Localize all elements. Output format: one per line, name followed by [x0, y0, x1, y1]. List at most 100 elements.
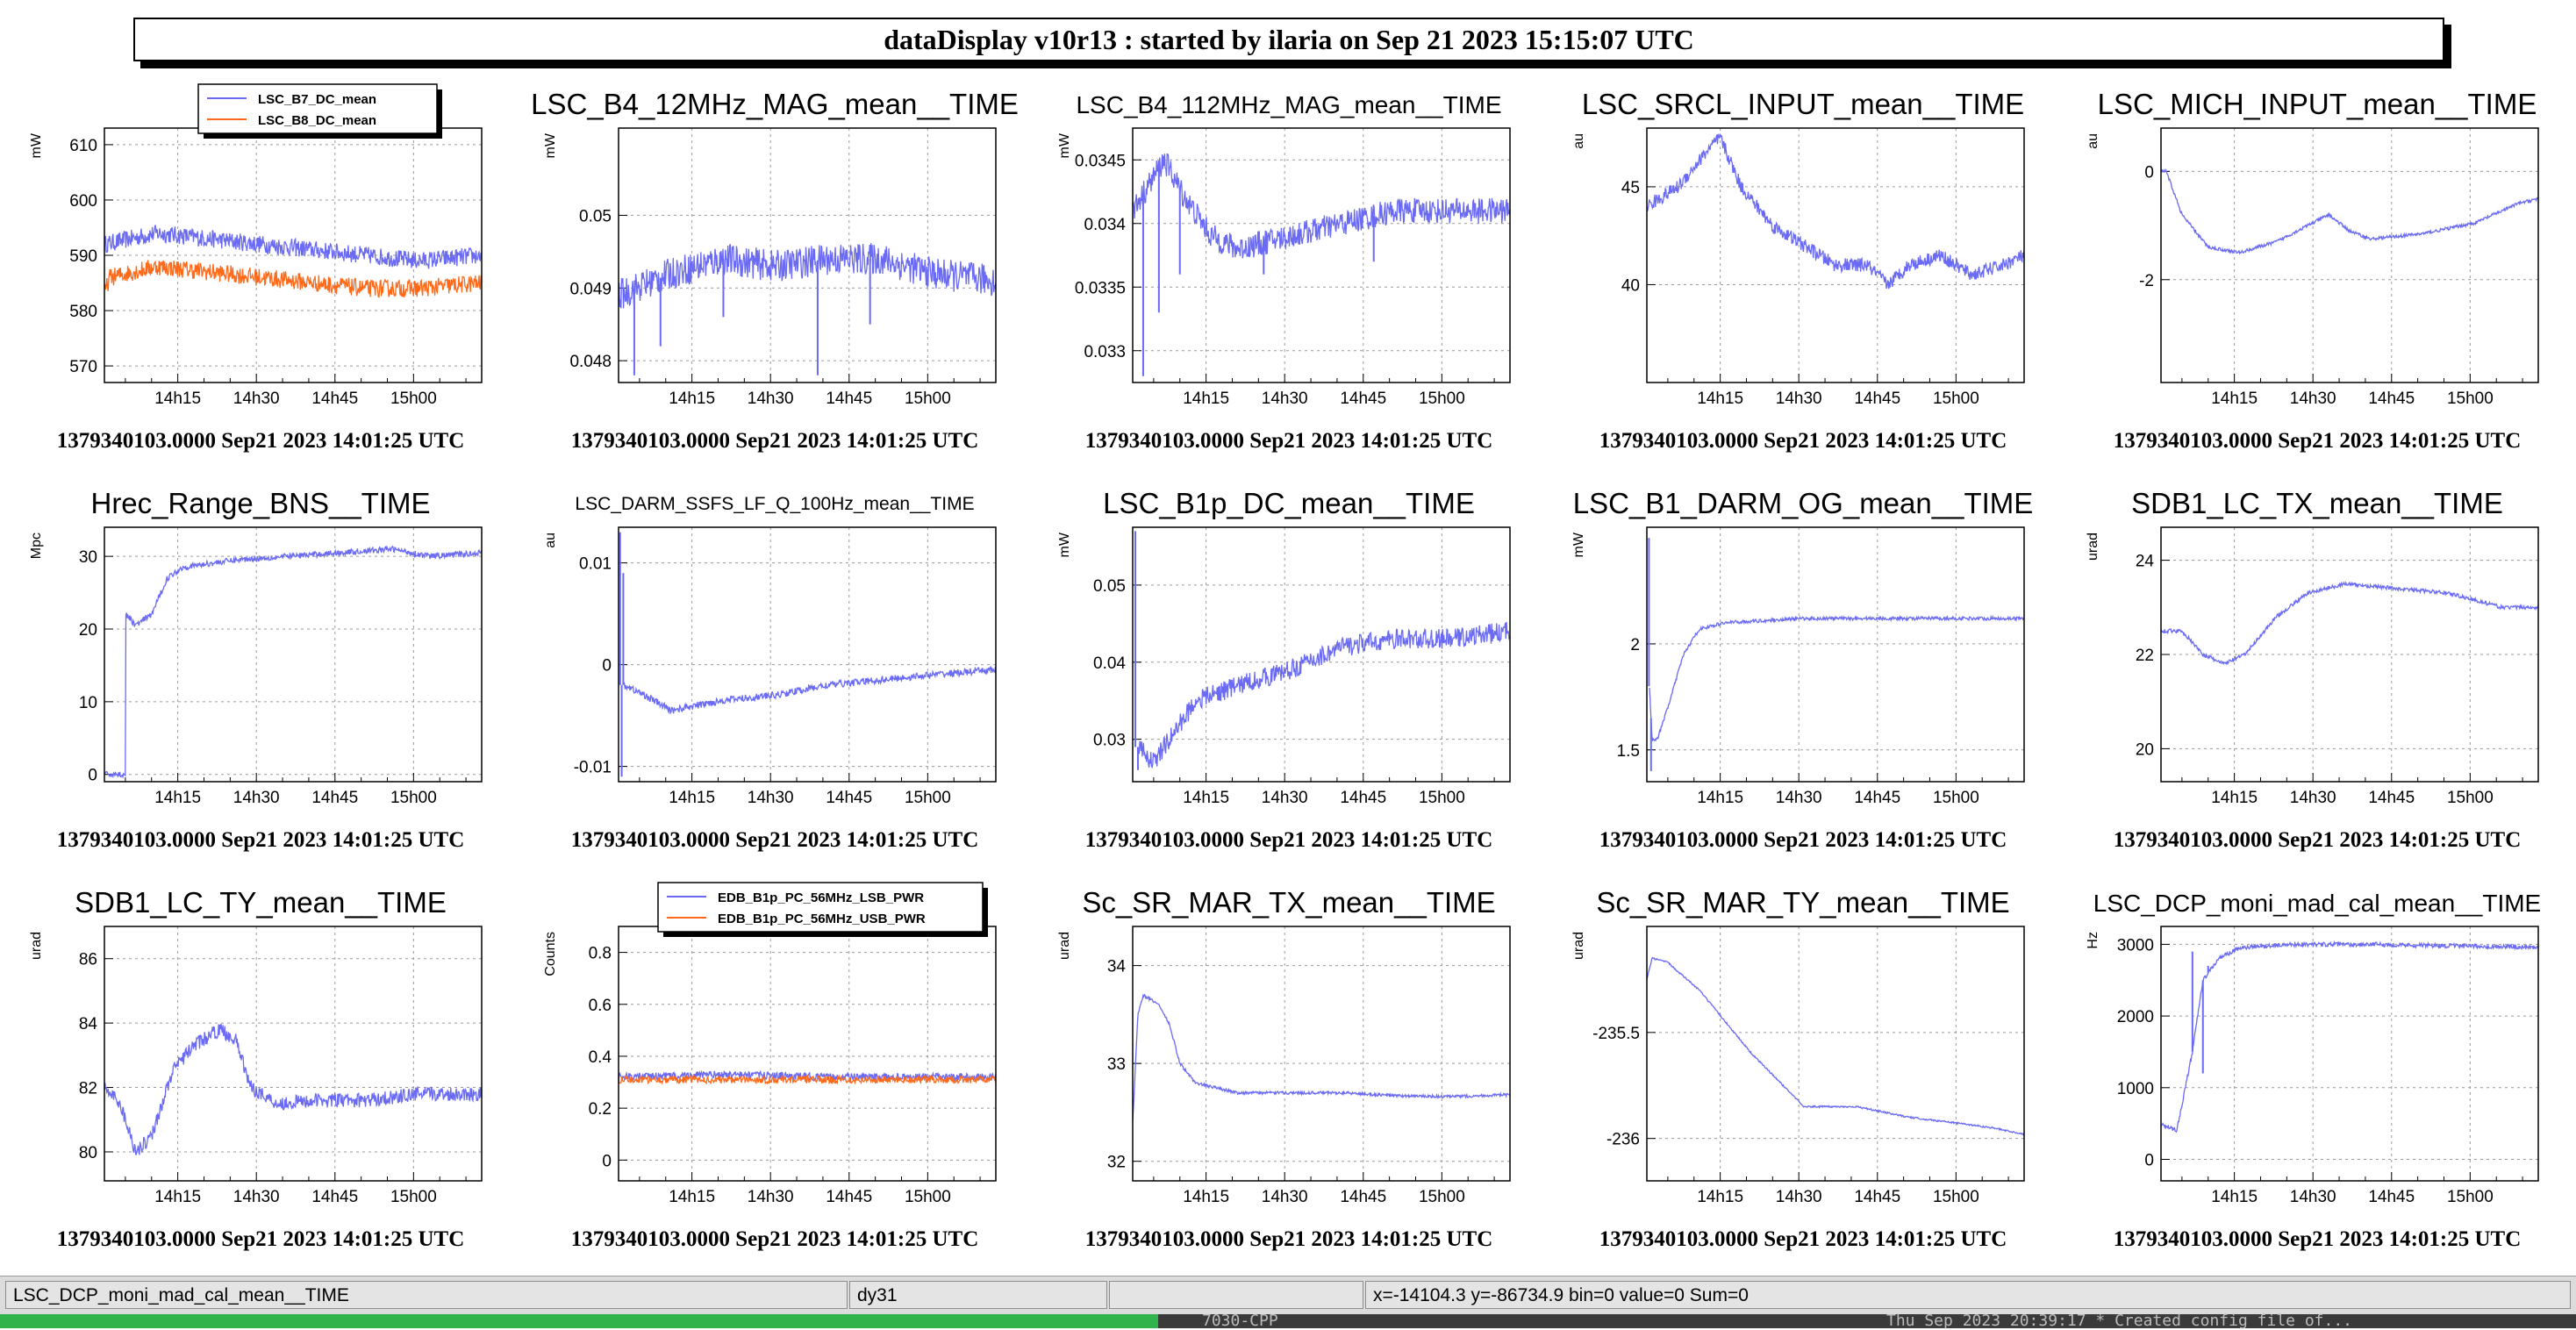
plot-start-time: 1379340103.0000 Sep21 2023 14:01:25 UTC	[56, 429, 465, 453]
plot-start-time: 1379340103.0000 Sep21 2023 14:01:25 UTC	[1084, 828, 1493, 852]
taskbar-active-app[interactable]	[0, 1314, 1158, 1328]
y-tick-label: 0.049	[569, 280, 612, 298]
x-tick-label: 15h00	[905, 789, 951, 807]
x-tick-label: 14h15	[1183, 390, 1229, 408]
y-tick-label: 3000	[2117, 936, 2154, 955]
x-tick-label: 15h00	[905, 390, 951, 408]
y-tick-label: 32	[1107, 1154, 1126, 1172]
plot-grid	[2161, 527, 2538, 782]
terminal-text-right: Thu Sep 2023 20:39:17 * Created config f…	[1886, 1312, 2353, 1330]
x-tick-label: 14h30	[233, 1188, 280, 1206]
plot-grid	[1647, 926, 2024, 1181]
y-unit-label: au	[543, 533, 558, 548]
x-tick-label: 14h30	[1262, 789, 1308, 807]
y-tick-label: 0	[2144, 1151, 2154, 1169]
y-tick-label: 0.01	[579, 555, 612, 574]
x-tick-label: 14h45	[1340, 789, 1386, 807]
y-tick-label: 1.5	[1617, 742, 1640, 761]
y-tick-label: 34	[1107, 958, 1127, 976]
plot-panel[interactable]: 14h15 14h30 14h45 15h00 0 10 20 30 Mpc Hrec_Range…	[4, 473, 518, 872]
x-tick-label: 14h15	[1183, 1188, 1229, 1206]
plot-canvas[interactable]: 14h15 14h30 14h45 15h00 0 1000 2000 3000 Hz	[2060, 872, 2574, 1223]
x-tick-label: 15h00	[905, 1188, 951, 1206]
series-line-1	[1137, 621, 1511, 769]
series-line-1	[2160, 168, 2539, 255]
plot-canvas[interactable]: 14h15 14h30 14h45 15h00 20 22 24 urad	[2060, 473, 2574, 824]
plot-canvas[interactable]: 14h15 14h30 14h45 15h00 40 45 au	[1546, 74, 2060, 425]
x-tick-label: 15h00	[2447, 789, 2494, 807]
legend-entry: EDB_B1p_PC_56MHz_LSB_PWR	[718, 890, 924, 905]
plot-canvas[interactable]: 14h15 14h30 14h45 15h00 -236 -235.5 urad	[1546, 872, 2060, 1223]
x-tick-label: 14h15	[1697, 789, 1743, 807]
series-line-1	[104, 545, 483, 780]
status-empty-field	[1109, 1281, 1363, 1309]
plot-title: LSC_MICH_INPUT_mean__TIME	[2097, 88, 2537, 120]
y-tick-label: 590	[69, 247, 97, 266]
y-tick-label: 580	[69, 303, 97, 321]
plot-start-time: 1379340103.0000 Sep21 2023 14:01:25 UTC	[570, 429, 979, 453]
plot-grid	[619, 527, 996, 782]
x-tick-label: 14h45	[2368, 789, 2415, 807]
x-tick-label: 14h15	[154, 789, 201, 807]
plot-canvas[interactable]: 14h15 14h30 14h45 15h00 -2 0 au	[2060, 74, 2574, 425]
y-tick-label: 22	[2136, 647, 2154, 665]
y-tick-label: 0.05	[579, 207, 612, 225]
status-cursor-info: x=-14104.3 y=-86734.9 bin=0 value=0 Sum=…	[1365, 1281, 2571, 1309]
x-tick-label: 14h15	[154, 1188, 201, 1206]
series-line-1	[1649, 614, 2025, 742]
y-tick-label: 0	[602, 657, 612, 676]
y-tick-label: 0.033	[1084, 343, 1126, 361]
plot-canvas[interactable]: 14h15 14h30 14h45 15h00 0.033 0.0335 0.034 0.03…	[1032, 74, 1546, 425]
x-tick-label: 14h45	[1340, 390, 1386, 408]
plot-canvas[interactable]: 14h15 14h30 14h45 15h00 0.03 0.04 0.05 mW	[1032, 473, 1546, 824]
y-tick-label: 1000	[2117, 1080, 2154, 1098]
x-tick-label: 14h45	[2368, 1188, 2415, 1206]
plot-panel[interactable]: 14h15 14h30 14h45 15h00 -236 -235.5 urad Sc_SR_…	[1546, 872, 2060, 1271]
y-tick-label: 80	[79, 1144, 97, 1162]
plot-grid	[1647, 527, 2024, 782]
plot-title: LSC_B4_112MHz_MAG_mean__TIME	[1076, 91, 1502, 118]
plot-canvas[interactable]: 14h15 14h30 14h45 15h00 0 10 20 30 Mpc	[4, 473, 518, 824]
x-tick-label: 15h00	[2447, 1188, 2494, 1206]
plot-panel[interactable]: 14h15 14h30 14h45 15h00 0.033 0.0335 0.034 0.03…	[1032, 74, 1546, 473]
x-tick-label: 14h30	[2290, 390, 2336, 408]
plot-panel[interactable]: 14h15 14h30 14h45 15h00 0 1000 2000 3000 Hz LSC_D…	[2060, 872, 2574, 1271]
plot-panel[interactable]: 14h15 14h30 14h45 15h00 1.5 2 mW LSC_B1_DARM_OG…	[1546, 473, 2060, 872]
plot-canvas[interactable]: 14h15 14h30 14h45 15h00 -0.01 0 0.01 au	[518, 473, 1032, 824]
plot-start-time: 1379340103.0000 Sep21 2023 14:01:25 UTC	[570, 1227, 979, 1251]
plot-canvas[interactable]: 14h15 14h30 14h45 15h00 80 82 84 86 urad	[4, 872, 518, 1223]
plot-panel[interactable]: 14h15 14h30 14h45 15h00 0 0.2 0.4 0.6 0.8 Counts E…	[518, 872, 1032, 1271]
y-tick-label: 0.048	[569, 353, 612, 371]
plot-grid	[104, 926, 482, 1181]
plot-panel[interactable]: 14h15 14h30 14h45 15h00 -0.01 0 0.01 au LSC_DARM…	[518, 473, 1032, 872]
plot-title: Hrec_Range_BNS__TIME	[90, 487, 431, 519]
plot-canvas[interactable]: 14h15 14h30 14h45 15h00 1.5 2 mW	[1546, 473, 2060, 824]
plot-panel[interactable]: 14h15 14h30 14h45 15h00 32 33 34 urad Sc_SR_MAR_…	[1032, 872, 1546, 1271]
y-tick-label: 0	[88, 767, 97, 785]
plot-canvas[interactable]: 14h15 14h30 14h45 15h00 0.048 0.049 0.05 mW	[518, 74, 1032, 425]
plot-panel[interactable]: 14h15 14h30 14h45 15h00 570 580 590 600 610 mW LSC…	[4, 74, 518, 473]
y-tick-label: 45	[1621, 179, 1640, 197]
plot-panel[interactable]: 14h15 14h30 14h45 15h00 -2 0 au LSC_MICH_INPUT_…	[2060, 74, 2574, 473]
plot-canvas[interactable]: 14h15 14h30 14h45 15h00 570 580 590 600 610 mW LSC…	[4, 74, 518, 425]
plot-panel[interactable]: 14h15 14h30 14h45 15h00 40 45 au LSC_SRCL_INPUT…	[1546, 74, 2060, 473]
plot-panel[interactable]: 14h15 14h30 14h45 15h00 80 82 84 86 urad SDB1_LC_…	[4, 872, 518, 1271]
plot-grid	[619, 926, 996, 1181]
plot-panel[interactable]: 14h15 14h30 14h45 15h00 0.048 0.049 0.05 mW LSC_…	[518, 74, 1032, 473]
plot-start-time: 1379340103.0000 Sep21 2023 14:01:25 UTC	[2113, 828, 2522, 852]
status-draw-option: dy31	[849, 1281, 1107, 1309]
y-tick-label: 600	[69, 192, 97, 211]
plot-panel[interactable]: 14h15 14h30 14h45 15h00 20 22 24 urad SDB1_LC_TX…	[2060, 473, 2574, 872]
x-tick-label: 14h30	[748, 789, 794, 807]
y-tick-label: 40	[1621, 276, 1640, 295]
plot-title: LSC_SRCL_INPUT_mean__TIME	[1581, 88, 2025, 120]
plot-canvas[interactable]: 14h15 14h30 14h45 15h00 0 0.2 0.4 0.6 0.8 Counts E…	[518, 872, 1032, 1223]
y-tick-label: 24	[2136, 553, 2155, 571]
plot-canvas[interactable]: 14h15 14h30 14h45 15h00 32 33 34 urad	[1032, 872, 1546, 1223]
y-tick-label: 20	[2136, 740, 2154, 759]
x-tick-label: 14h45	[826, 390, 872, 408]
plot-panel[interactable]: 14h15 14h30 14h45 15h00 0.03 0.04 0.05 mW LSC_B1…	[1032, 473, 1546, 872]
plot-legend: EDB_B1p_PC_56MHz_LSB_PWR EDB_B1p_PC_56MHz…	[657, 882, 988, 937]
plot-title: LSC_B1p_DC_mean__TIME	[1103, 487, 1475, 519]
y-tick-label: 84	[79, 1015, 98, 1033]
